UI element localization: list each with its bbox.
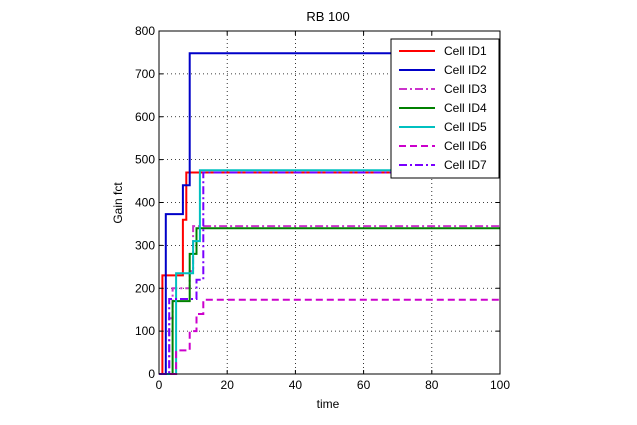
x-tick-label: 0 [156, 378, 163, 392]
series-lines [159, 52, 500, 375]
x-axis-label: time [317, 397, 340, 411]
legend-label-cell-id6: Cell ID6 [444, 139, 487, 153]
axis-ticks: 0 20 40 60 80 100 0 100 200 300 400 500 600 700 800 [135, 24, 510, 392]
legend-label-cell-id7: Cell ID7 [444, 158, 487, 172]
y-tick-label: 400 [135, 196, 155, 210]
series-line-cell-id7 [159, 171, 500, 375]
x-tick-label: 40 [289, 378, 303, 392]
series-line-cell-id2 [159, 52, 500, 375]
y-tick-label: 500 [135, 153, 155, 167]
y-tick-label: 600 [135, 110, 155, 124]
x-tick-label: 100 [490, 378, 510, 392]
y-tick-label: 200 [135, 281, 155, 295]
y-tick-label: 0 [148, 367, 155, 381]
y-tick-label: 800 [135, 24, 155, 38]
x-tick-label: 20 [221, 378, 235, 392]
chart-title: RB 100 [306, 9, 349, 24]
x-tick-label: 60 [357, 378, 371, 392]
legend-label-cell-id2: Cell ID2 [444, 63, 487, 77]
series-line-cell-id1 [159, 171, 500, 375]
legend: Cell ID1 Cell ID2 Cell ID3 Cell ID4 Cell ID5… [390, 38, 500, 179]
x-tick-label: 80 [425, 378, 439, 392]
legend-label-cell-id5: Cell ID5 [444, 120, 487, 134]
legend-label-cell-id4: Cell ID4 [444, 101, 487, 115]
series-line-cell-id4 [159, 227, 500, 375]
legend-label-cell-id3: Cell ID3 [444, 82, 487, 96]
series-line-cell-id6 [159, 298, 500, 375]
legend-label-cell-id1: Cell ID1 [444, 44, 487, 58]
y-tick-label: 700 [135, 67, 155, 81]
y-axis-label: Gain fct [111, 182, 125, 224]
y-tick-label: 300 [135, 238, 155, 252]
y-tick-label: 100 [135, 324, 155, 338]
